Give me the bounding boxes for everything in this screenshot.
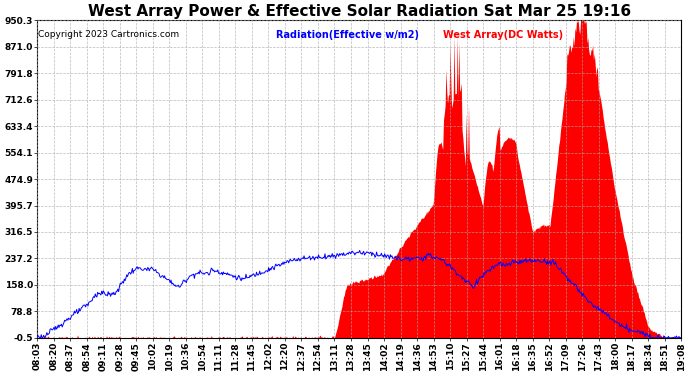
Title: West Array Power & Effective Solar Radiation Sat Mar 25 19:16: West Array Power & Effective Solar Radia…: [88, 4, 631, 19]
Text: Radiation(Effective w/m2): Radiation(Effective w/m2): [275, 30, 419, 40]
Text: Copyright 2023 Cartronics.com: Copyright 2023 Cartronics.com: [39, 30, 179, 39]
Text: West Array(DC Watts): West Array(DC Watts): [443, 30, 563, 40]
